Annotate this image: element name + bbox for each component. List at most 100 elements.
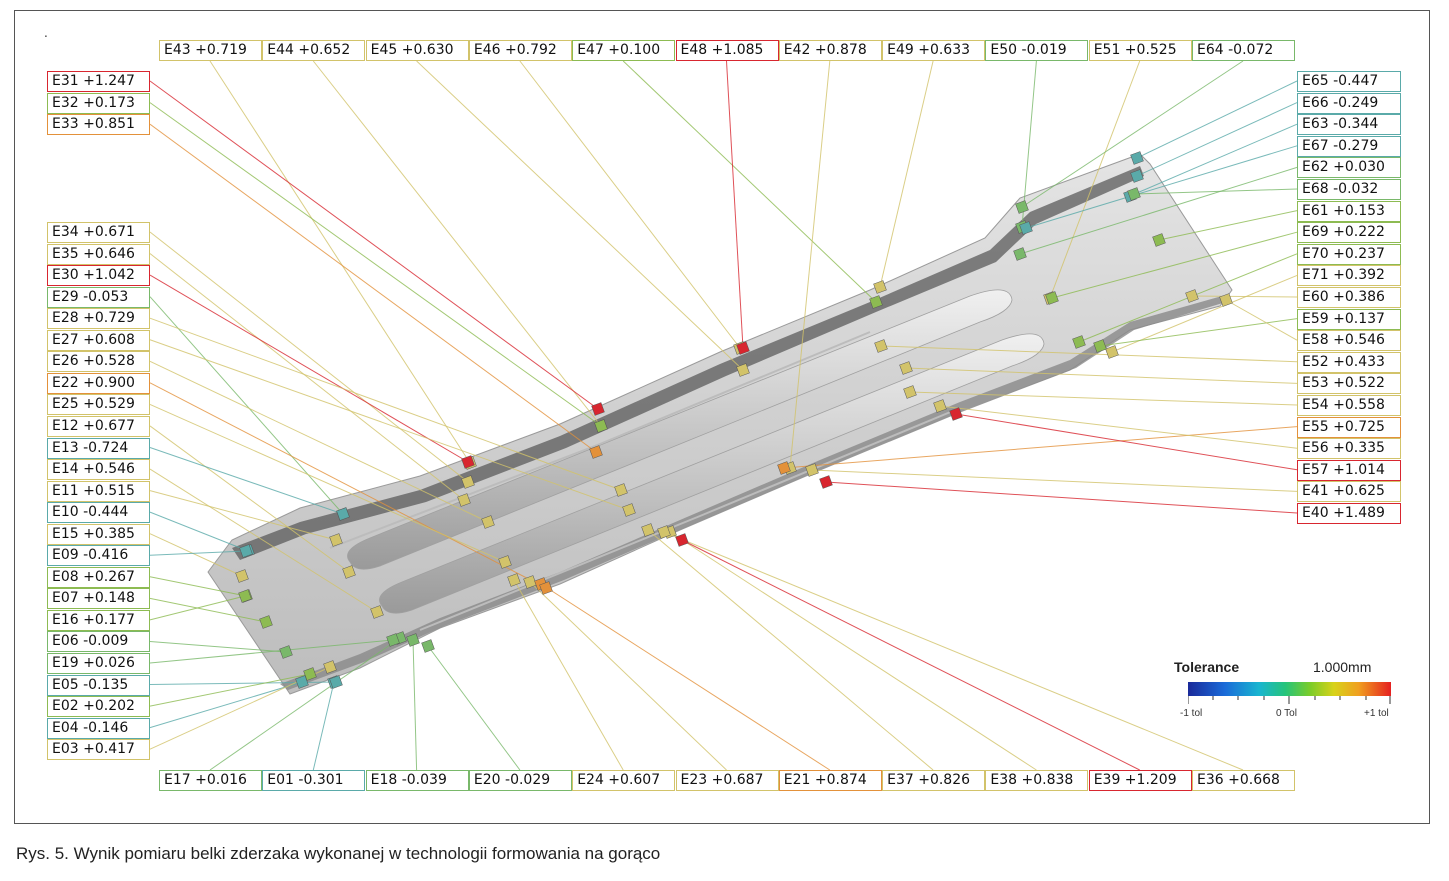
label-value: +0.608 [78,331,135,348]
measurement-marker [614,483,628,497]
leader-line [1049,60,1141,299]
label-value: -0.053 [78,288,129,305]
measurement-marker [1015,200,1029,214]
label-value: +0.671 [78,224,135,240]
leader-line [149,339,630,511]
measurement-label-e01: E01 -0.301 [262,770,366,791]
measurement-marker [386,633,400,647]
label-value: +0.515 [78,482,135,499]
leader-line [647,529,934,771]
measurement-label-e25: E25 +0.529 [47,394,150,416]
label-id: E66 [1302,94,1329,111]
measurement-marker [1019,221,1033,235]
measurement-label-e15: E15 +0.385 [47,523,150,545]
leader-line [149,673,311,707]
measurement-marker [342,565,356,579]
leader-line [1129,123,1298,197]
label-id: E14 [52,461,79,478]
measurement-label-e69: E69 +0.222 [1297,222,1401,244]
leader-line [726,60,744,349]
measurement-label-e13: E13 -0.724 [47,437,150,459]
label-value: +0.267 [78,568,135,585]
leader-line [789,60,831,469]
measurement-label-e48: E48 +1.085 [675,40,779,61]
measurement-label-e52: E52 +0.433 [1297,351,1401,373]
label-id: E54 [1302,397,1329,413]
leader-line [1051,231,1298,299]
label-value: -0.029 [500,772,551,788]
measurement-marker [873,280,887,294]
label-id: E32 [52,94,79,111]
label-value: +0.525 [1120,42,1177,58]
label-id: E30 [52,267,79,284]
measurement-label-e71: E71 +0.392 [1297,265,1401,287]
measurement-marker [899,361,913,375]
measurement-marker [303,667,317,681]
measurement-marker [591,402,605,416]
measurement-label-e68: E68 -0.032 [1297,179,1401,200]
measurement-label-e45: E45 +0.630 [365,40,469,61]
label-value: +0.335 [1328,440,1385,457]
label-id: E26 [52,353,79,370]
label-id: E49 [887,42,914,58]
leader-line [149,102,602,427]
measurement-label-e51: E51 +0.525 [1088,40,1192,61]
measurement-marker [279,645,293,659]
label-id: E06 [52,633,79,650]
label-value: -0.444 [78,504,129,521]
label-value: +0.237 [1328,245,1385,262]
measurement-label-e44: E44 +0.652 [262,40,366,61]
label-value: -0.009 [78,633,129,650]
label-value: +0.826 [913,772,971,788]
measurement-label-e54: E54 +0.558 [1297,395,1401,416]
label-id: E51 [1093,42,1121,58]
label-id: E55 [1302,418,1329,435]
leader-line [905,367,1298,384]
measurement-marker [641,523,655,537]
label-id: E35 [52,245,79,262]
measurement-label-e59: E59 +0.137 [1297,308,1401,330]
label-id: E04 [52,719,79,736]
label-id: E03 [52,741,79,758]
measurement-label-e36: E36 +0.668 [1192,770,1295,791]
measurement-label-e17: E17 +0.016 [159,770,262,791]
measurement-marker [406,633,420,647]
leader-line [1136,102,1298,177]
label-value: -0.072 [1223,42,1274,58]
measurement-label-e46: E46 +0.792 [468,40,572,61]
leader-line [149,511,249,552]
measurement-label-e32: E32 +0.173 [47,92,150,114]
leader-line [1021,60,1244,208]
measurement-label-e05: E05 -0.135 [47,674,150,696]
leader-line [149,533,243,577]
measurement-label-e10: E10 -0.444 [47,502,150,524]
leader-line [1136,80,1298,159]
label-id: E59 [1302,310,1329,327]
label-value: +1.085 [707,42,764,58]
measurement-marker [1185,289,1199,303]
measurement-marker [933,399,947,413]
measurement-label-e16: E16 +0.177 [47,609,150,631]
label-id: E60 [1302,289,1329,305]
label-id: E23 [680,772,708,788]
label-value: -0.039 [397,772,447,788]
label-value: +0.546 [1328,332,1385,349]
label-value: -0.135 [78,676,129,693]
measurement-marker [1130,151,1144,165]
legend-ticks [1188,696,1391,704]
label-value: +0.719 [190,42,247,58]
label-value: -0.146 [78,719,129,736]
measurement-label-e38: E38 +0.838 [985,770,1089,791]
label-value: +0.677 [78,417,135,434]
label-value: +0.838 [1017,772,1074,788]
measurement-marker [1013,247,1027,261]
label-value: +0.607 [603,772,661,788]
measurement-label-e04: E04 -0.146 [47,717,150,739]
leader-line [149,317,622,491]
label-id: E10 [52,504,79,521]
leader-line [1191,295,1298,298]
label-value: +0.528 [78,353,135,370]
leader-line [513,579,624,771]
measurement-label-e64: E64 -0.072 [1192,40,1295,61]
leader-line [149,123,597,453]
